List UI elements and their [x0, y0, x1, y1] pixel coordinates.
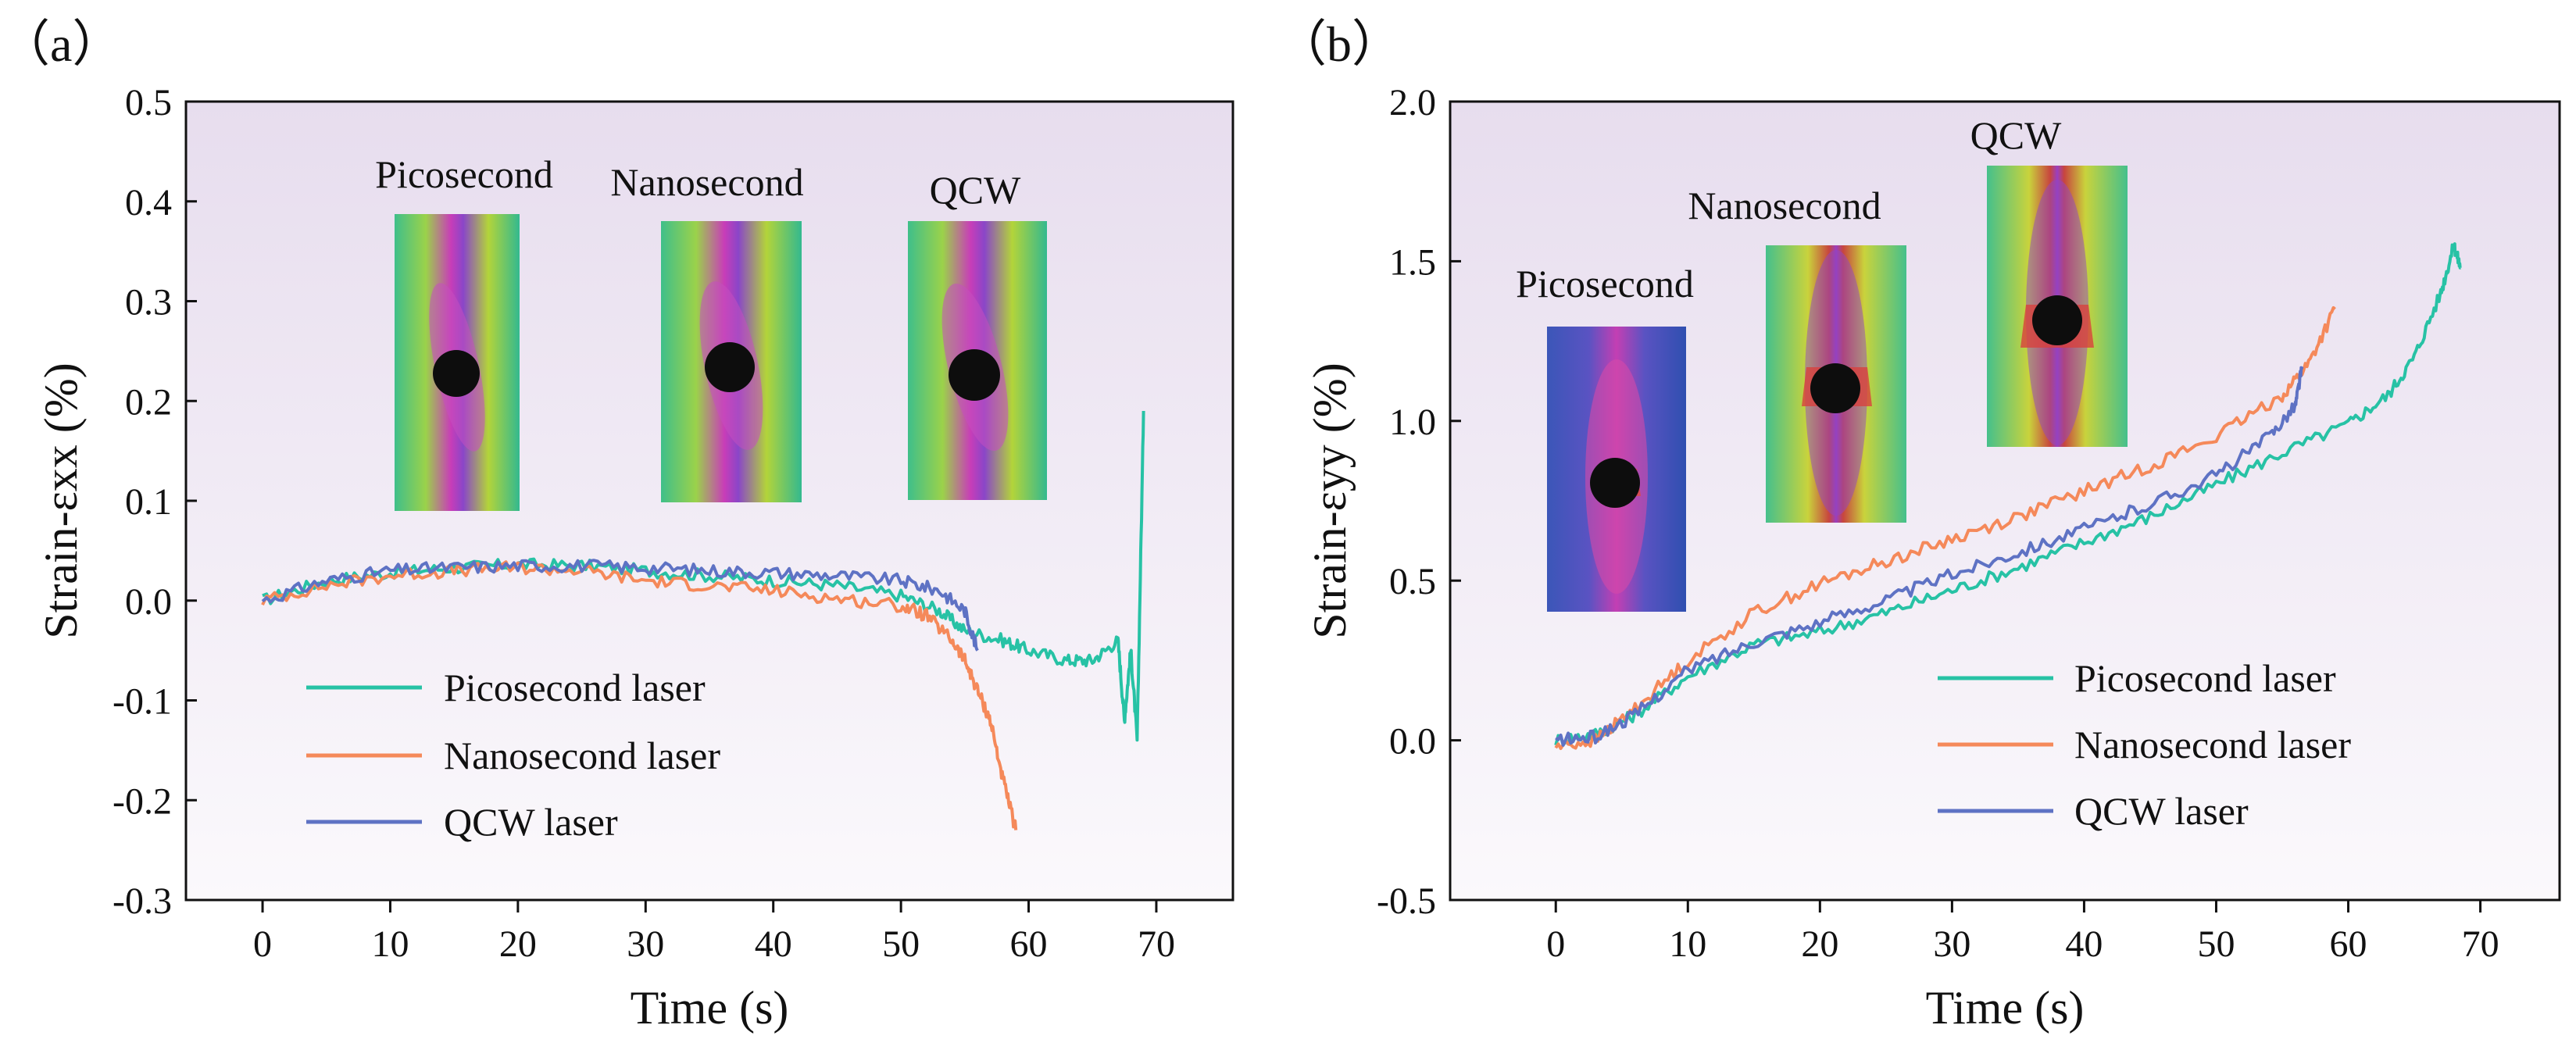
series-line-picosecond — [1554, 242, 2462, 747]
y-tick-label: 0.2 — [125, 381, 172, 423]
panel-b-inset-label-picosecond: Picosecond — [1516, 262, 1694, 305]
x-tick-label: 30 — [1933, 923, 1970, 965]
hole-icon — [2032, 295, 2082, 345]
panel-b-series — [1554, 242, 2462, 750]
x-tick-label: 40 — [755, 923, 792, 965]
legend-label-nanosecond: Nanosecond laser — [2074, 723, 2351, 766]
panel-b-y-ticks: -0.5 0.0 0.5 1.0 1.5 2.0 — [1377, 82, 1461, 922]
legend-label-picosecond: Picosecond laser — [444, 666, 706, 709]
panel-b-inset-nanosecond — [1766, 245, 1906, 523]
panel-a-inset-label-nanosecond: Nanosecond — [610, 160, 803, 204]
x-tick-label: 10 — [371, 923, 409, 965]
panel-a-inset-label-qcw: QCW — [930, 168, 1021, 212]
series-line-qcw — [261, 559, 979, 652]
x-tick-label: 0 — [1546, 923, 1565, 965]
panel-a-y-axis-label: Strain-εxx (%) — [35, 362, 87, 638]
x-tick-label: 20 — [499, 923, 537, 965]
y-tick-label: 0.5 — [1389, 561, 1436, 602]
y-tick-label: 0.0 — [1389, 721, 1436, 762]
panel-a-y-ticks: -0.3 -0.2 -0.1 0.0 0.1 0.2 0.3 0.4 0.5 — [113, 82, 197, 922]
x-tick-label: 20 — [1801, 923, 1838, 965]
y-tick-label: 0.4 — [125, 182, 172, 223]
x-tick-label: 60 — [2330, 923, 2367, 965]
hole-icon — [1810, 363, 1860, 413]
y-tick-label: 1.0 — [1389, 402, 1436, 443]
panel-b: （b） -0.50.00.51.01.52.0 0 10 20 30 40 50 60 70 … — [1277, 16, 2561, 1034]
x-tick-label: 50 — [882, 923, 920, 965]
y-tick-label: 0.5 — [125, 82, 172, 123]
panel-b-inset-label-qcw: QCW — [1970, 113, 2062, 157]
y-tick-label: 0.3 — [125, 282, 172, 323]
hole-icon — [949, 349, 1000, 401]
x-tick-label: 40 — [2065, 923, 2103, 965]
panel-b-inset-qcw — [1987, 166, 2128, 447]
y-tick-label: 0.1 — [125, 481, 172, 523]
x-tick-label: 70 — [2462, 923, 2499, 965]
x-tick-label: 30 — [627, 923, 664, 965]
x-tick-label: 70 — [1138, 923, 1175, 965]
panel-b-inset-picosecond — [1547, 327, 1686, 612]
panel-a-inset-nanosecond — [661, 221, 802, 502]
panel-a-legend: Picosecond laser Nanosecond laser QCW la… — [306, 666, 720, 844]
x-tick-label: 0 — [253, 923, 272, 965]
legend-label-qcw: QCW laser — [444, 800, 618, 844]
x-tick-label: 50 — [2197, 923, 2235, 965]
legend-label-picosecond: Picosecond laser — [2074, 656, 2336, 700]
series-line-nanosecond — [261, 560, 1018, 830]
y-tick-label: 1.5 — [1389, 241, 1436, 283]
y-tick-label: -0.5 — [1377, 880, 1436, 922]
y-tick-label: 2.0 — [1389, 82, 1436, 123]
legend-label-nanosecond: Nanosecond laser — [444, 734, 720, 777]
y-tick-label: -0.1 — [113, 681, 172, 723]
panel-b-y-axis-label: Strain-εyy (%) — [1304, 362, 1356, 638]
panel-b-x-ticks: 0 10 20 30 40 50 60 70 — [1546, 900, 2499, 965]
hole-icon — [705, 342, 755, 392]
panel-b-x-axis-label: Time (s) — [1926, 982, 2085, 1034]
y-tick-label: -0.2 — [113, 780, 172, 822]
legend-label-qcw: QCW laser — [2074, 789, 2249, 833]
panel-a: （a） -0.3 -0.2 -0.1 0.0 0.1 0.2 0.3 0.4 0.5 0 10 20… — [0, 16, 1234, 1034]
panel-b-label: （b） — [1277, 16, 1402, 72]
panel-b-inset-label-nanosecond: Nanosecond — [1688, 184, 1881, 227]
panel-a-inset-qcw — [908, 221, 1047, 500]
y-tick-label: 0.0 — [125, 581, 172, 623]
hole-icon — [433, 350, 480, 397]
panel-a-label: （a） — [0, 16, 122, 72]
panel-a-x-axis-label: Time (s) — [631, 982, 789, 1034]
panel-a-series — [261, 410, 1145, 830]
x-tick-label: 10 — [1669, 923, 1706, 965]
y-tick-label: -0.3 — [113, 880, 172, 922]
x-tick-label: 60 — [1010, 923, 1048, 965]
panel-b-legend: Picosecond laser Nanosecond laser QCW la… — [1938, 656, 2351, 833]
panel-a-inset-picosecond — [395, 214, 520, 511]
series-line-qcw — [1555, 366, 2304, 747]
panel-a-inset-label-picosecond: Picosecond — [375, 152, 553, 196]
hole-icon — [1590, 458, 1640, 508]
panel-a-x-ticks: 0 10 20 30 40 50 60 70 — [253, 900, 1175, 965]
